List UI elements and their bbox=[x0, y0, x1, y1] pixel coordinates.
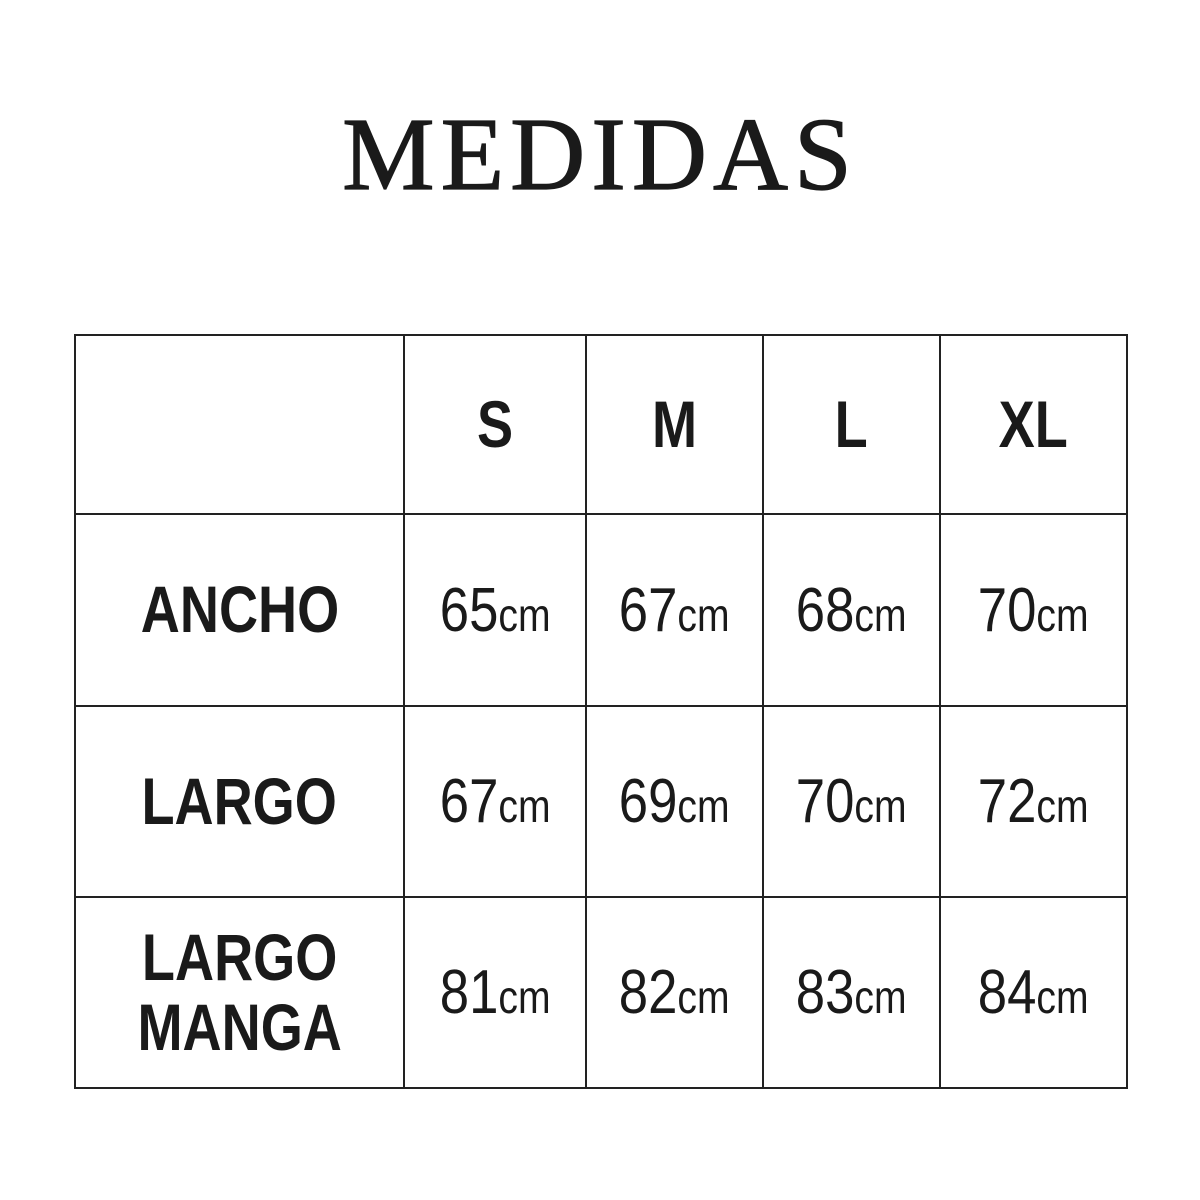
value-cell: 83cm bbox=[762, 896, 941, 1089]
table-header-row: S M L XL bbox=[74, 334, 1128, 515]
column-header: L bbox=[762, 334, 941, 515]
page-title: MEDIDAS bbox=[341, 96, 858, 212]
row-header: LARGO MANGA bbox=[74, 896, 405, 1089]
value-cell: 68cm bbox=[762, 513, 941, 707]
value-cell: 72cm bbox=[939, 705, 1128, 898]
column-header: S bbox=[403, 334, 587, 515]
value-cell: 81cm bbox=[403, 896, 587, 1089]
row-header: ANCHO bbox=[74, 513, 405, 707]
table-row: ANCHO 65cm 67cm 68cm 70cm bbox=[74, 513, 1128, 707]
column-header: XL bbox=[939, 334, 1128, 515]
column-header: M bbox=[585, 334, 764, 515]
table-row: LARGO MANGA 81cm 82cm 83cm 84cm bbox=[74, 896, 1128, 1089]
empty-corner-cell bbox=[74, 334, 405, 515]
value-cell: 65cm bbox=[403, 513, 587, 707]
size-chart-table: S M L XL ANCHO 65cm 67cm 68cm 70cm LARGO… bbox=[74, 334, 1128, 1089]
value-cell: 82cm bbox=[585, 896, 764, 1089]
value-cell: 84cm bbox=[939, 896, 1128, 1089]
row-header: LARGO bbox=[74, 705, 405, 898]
value-cell: 67cm bbox=[585, 513, 764, 707]
value-cell: 69cm bbox=[585, 705, 764, 898]
table-row: LARGO 67cm 69cm 70cm 72cm bbox=[74, 705, 1128, 898]
value-cell: 67cm bbox=[403, 705, 587, 898]
value-cell: 70cm bbox=[939, 513, 1128, 707]
value-cell: 70cm bbox=[762, 705, 941, 898]
